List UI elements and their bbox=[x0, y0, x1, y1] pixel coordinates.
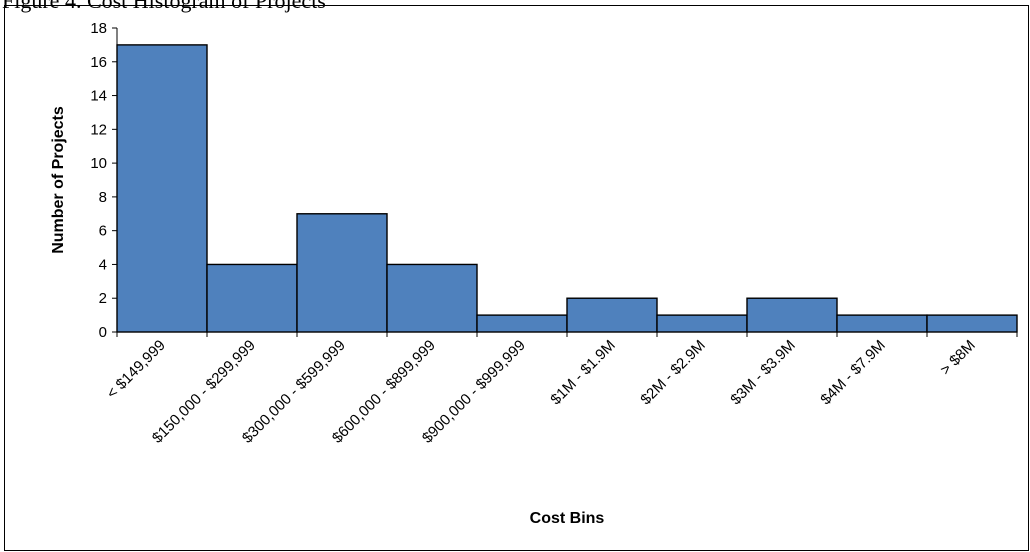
y-tick-label: 6 bbox=[99, 223, 107, 240]
x-tick-label: $1M - $1.9M bbox=[547, 337, 619, 409]
y-tick-label: 10 bbox=[90, 155, 107, 172]
bar bbox=[746, 297, 838, 333]
bar bbox=[386, 263, 478, 333]
y-axis-title: Number of Projects bbox=[50, 106, 67, 254]
x-tick-label: > $8M bbox=[937, 337, 979, 379]
y-tick-label: 12 bbox=[90, 121, 107, 138]
chart-border bbox=[4, 5, 1029, 551]
y-tick-label: 8 bbox=[99, 189, 107, 206]
y-tick-label: 18 bbox=[90, 20, 107, 37]
bar bbox=[926, 314, 1018, 333]
bar bbox=[296, 213, 388, 333]
y-tick-label: 2 bbox=[99, 290, 107, 307]
x-tick-label: $3M - $3.9M bbox=[727, 337, 799, 409]
y-tick-label: 0 bbox=[99, 324, 107, 341]
y-tick-label: 14 bbox=[90, 88, 107, 105]
y-tick-label: 4 bbox=[99, 256, 107, 273]
bar bbox=[656, 314, 748, 333]
bar bbox=[116, 44, 208, 333]
x-tick-label: $4M - $7.9M bbox=[817, 337, 889, 409]
bar bbox=[206, 263, 298, 333]
x-tick-label: $900,000 - $999,999 bbox=[419, 337, 529, 447]
bar bbox=[836, 314, 928, 333]
caption-fragment: Figure 4. Cost Histogram of Projects bbox=[2, 0, 326, 13]
bar bbox=[566, 297, 658, 333]
bars bbox=[116, 44, 1018, 333]
x-axis: < $149,999$150,000 - $299,999$300,000 - … bbox=[103, 331, 1018, 447]
x-tick-label: $2M - $2.9M bbox=[637, 337, 709, 409]
x-tick-label: < $149,999 bbox=[103, 337, 168, 402]
bar bbox=[476, 314, 568, 333]
y-tick-label: 16 bbox=[90, 54, 107, 71]
y-axis: 0 2 4 6 8 10 12 14 16 18 bbox=[90, 20, 118, 341]
x-axis-title: Cost Bins bbox=[530, 510, 605, 527]
